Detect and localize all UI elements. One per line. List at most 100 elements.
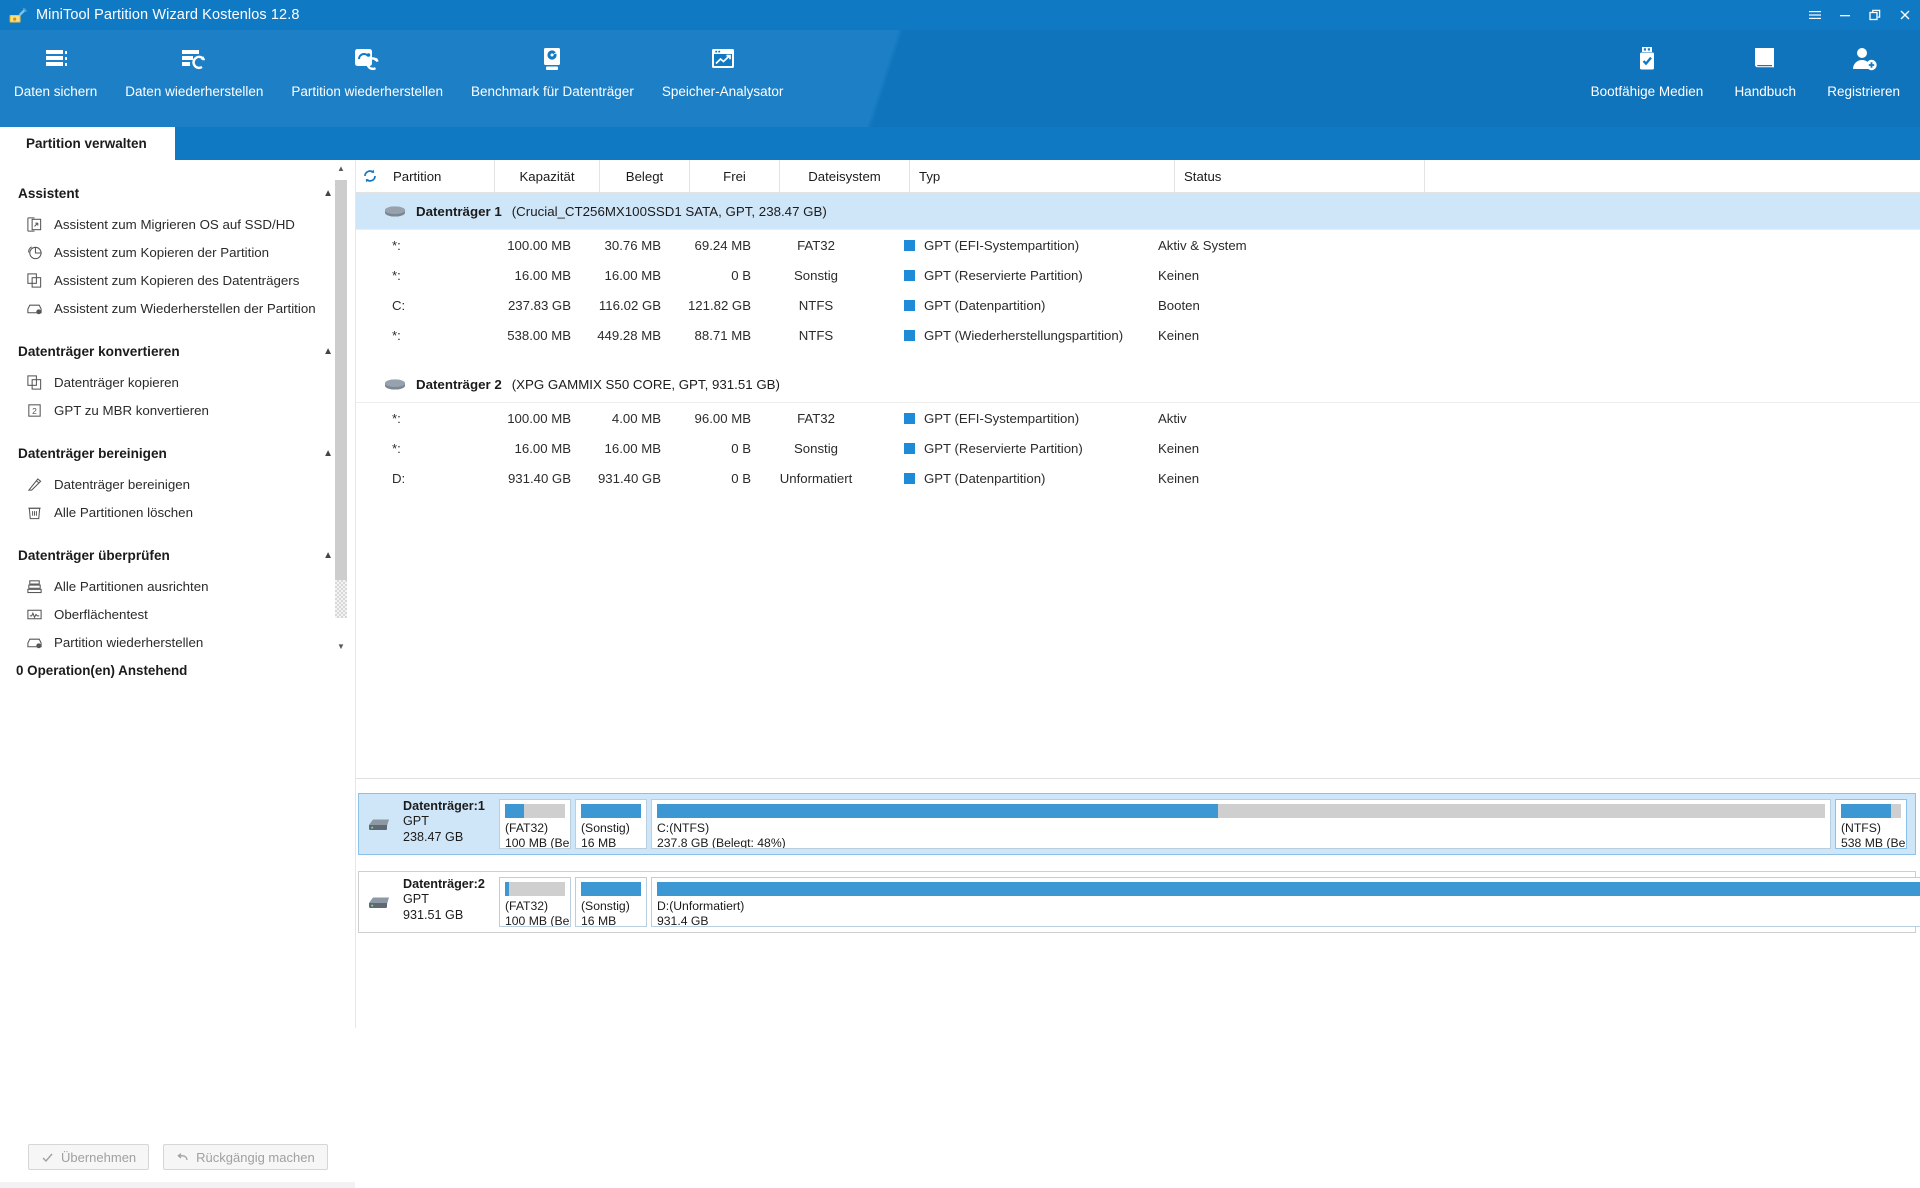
column-header-dateisystem[interactable]: Dateisystem: [779, 159, 909, 193]
cell-type: GPT (Reservierte Partition): [881, 441, 1146, 456]
sidebar-item-copy-partition[interactable]: Assistent zum Kopieren der Partition: [0, 238, 355, 266]
disk-detail: (Crucial_CT256MX100SSD1 SATA, GPT, 238.4…: [511, 203, 827, 219]
disk-map-partition[interactable]: C:(NTFS) 237.8 GB (Belegt: 48%): [651, 799, 1831, 849]
sidebar-group-bereinigen[interactable]: Datenträger bereinigen ▲: [0, 436, 355, 470]
toolbar-item-bootable-media[interactable]: Bootfähige Medien: [1577, 30, 1718, 99]
toolbar-item-restore-partition[interactable]: Partition wiederherstellen: [277, 30, 457, 99]
sidebar-item-wipe-disk[interactable]: Datenträger bereinigen: [0, 470, 355, 498]
minimize-button[interactable]: [1830, 0, 1860, 30]
toolbar-item-backup-data[interactable]: Daten sichern: [0, 30, 111, 99]
partition-size-label: 16 MB: [581, 836, 617, 849]
copy-partition-icon: [28, 245, 42, 259]
column-header-partition[interactable]: Partition: [393, 168, 442, 184]
cell-status: Keinen: [1158, 327, 1200, 343]
column-header-belegt[interactable]: Belegt: [599, 159, 689, 193]
type-color-swatch: [904, 239, 915, 251]
partition-size-label: 237.8 GB (Belegt: 48%): [657, 836, 786, 849]
cell-type: GPT (EFI-Systempartition): [881, 411, 1146, 426]
sidebar-group-konvertieren[interactable]: Datenträger konvertieren ▲: [0, 334, 355, 368]
scrollbar-thumb[interactable]: [335, 180, 347, 580]
refresh-button[interactable]: [356, 160, 384, 193]
sidebar-item-gpt-to-mbr[interactable]: 2 GPT zu MBR konvertieren: [0, 396, 355, 424]
manual-book-icon: [1755, 48, 1775, 68]
restore-button[interactable]: [1860, 0, 1890, 30]
toolbar-item-label: Daten wiederherstellen: [125, 84, 264, 99]
sidebar-item-delete-all-partitions[interactable]: Alle Partitionen löschen: [0, 498, 355, 526]
register-user-icon: [1852, 48, 1877, 71]
copy-disk-icon: [27, 272, 42, 288]
sidebar-item-copy-disk[interactable]: Assistent zum Kopieren des Datenträgers: [0, 266, 355, 294]
recover-partition-icon: [27, 304, 42, 314]
minimize-icon: [1840, 15, 1850, 17]
disk-map-row[interactable]: Datenträger:1 GPT 238.47 GB (FAT32) 100 …: [358, 793, 1916, 855]
disk-header-row[interactable]: Datenträger 2 (XPG GAMMIX S50 CORE, GPT,…: [356, 366, 1920, 403]
sidebar-item-align-partitions[interactable]: Alle Partitionen ausrichten: [0, 572, 355, 600]
disk-group-spacer: [356, 350, 1920, 366]
type-color-swatch: [904, 472, 915, 484]
sidebar-group-assistent[interactable]: Assistent ▲: [0, 176, 355, 210]
disk-header-row[interactable]: Datenträger 1 (Crucial_CT256MX100SSD1 SA…: [356, 193, 1920, 230]
disk-map-partition[interactable]: (Sonstig) 16 MB: [575, 799, 647, 849]
menu-hamburger-icon[interactable]: [1800, 0, 1830, 30]
partition-size-label: 100 MB (Bel: [505, 914, 571, 927]
disk-map-partition[interactable]: (FAT32) 100 MB (Bel: [499, 877, 571, 927]
toolbar-item-disk-benchmark[interactable]: Benchmark für Datenträger: [457, 30, 648, 99]
disk-map-partition[interactable]: (Sonstig) 16 MB: [575, 877, 647, 927]
chevron-up-icon: ▲: [323, 447, 333, 459]
disk-map-partition[interactable]: (FAT32) 100 MB (Bel: [499, 799, 571, 849]
toolbar-item-space-analyzer[interactable]: Speicher-Analysator: [648, 30, 798, 99]
sidebar-item-surface-test[interactable]: Oberflächentest: [0, 600, 355, 628]
table-row[interactable]: *: 16.00 MB 16.00 MB 0 B Sonstig GPT (Re…: [356, 260, 1920, 290]
app-logo-icon: [9, 7, 28, 23]
restore-icon: [1869, 9, 1881, 21]
cell-status: Aktiv: [1158, 410, 1187, 426]
tab-strip: Partition verwalten: [0, 127, 1920, 160]
cell-used: 4.00 MB: [611, 410, 661, 426]
table-row[interactable]: *: 100.00 MB 30.76 MB 69.24 MB FAT32 GPT…: [356, 230, 1920, 260]
partition-table-header: Partition Kapazität Belegt Frei Dateisys…: [356, 159, 1920, 193]
undo-button[interactable]: Rückgängig machen: [163, 1144, 328, 1170]
cell-status: Booten: [1158, 297, 1200, 313]
table-row[interactable]: *: 100.00 MB 4.00 MB 96.00 MB FAT32 GPT …: [356, 403, 1920, 433]
table-row[interactable]: *: 538.00 MB 449.28 MB 88.71 MB NTFS GPT…: [356, 320, 1920, 350]
close-icon: [1900, 10, 1910, 20]
cell-capacity: 538.00 MB: [507, 327, 571, 343]
table-row[interactable]: D: 931.40 GB 931.40 GB 0 B Unformatiert …: [356, 463, 1920, 493]
disk-map-partition[interactable]: (NTFS) 538 MB (Bel: [1835, 799, 1907, 849]
cell-filesystem: NTFS: [798, 297, 834, 313]
sidebar-item-label: Assistent zum Kopieren der Partition: [54, 244, 270, 260]
sidebar-group-ueberpruefen[interactable]: Datenträger überprüfen ▲: [0, 538, 355, 572]
sidebar-item-migrate-os[interactable]: Assistent zum Migrieren OS auf SSD/HD: [0, 210, 355, 238]
scroll-up-arrow-icon[interactable]: ▲: [337, 164, 345, 173]
sidebar-item-partition-recovery[interactable]: Partition wiederherstellen: [0, 628, 355, 655]
sidebar-item-copy-disk-2[interactable]: Datenträger kopieren: [0, 368, 355, 396]
sidebar-scrollbar[interactable]: ▲ ▼: [333, 160, 349, 655]
partition-fs-label: D:(Unformatiert): [657, 899, 745, 913]
cell-type-label: GPT (Reservierte Partition): [924, 267, 1083, 283]
cell-used: 931.40 GB: [597, 470, 661, 486]
column-header-status[interactable]: Status: [1174, 159, 1424, 193]
table-row[interactable]: C: 237.83 GB 116.02 GB 121.82 GB NTFS GP…: [356, 290, 1920, 320]
column-header-kapazitaet[interactable]: Kapazität: [494, 159, 599, 193]
disk-icon: [369, 897, 389, 908]
column-header-frei[interactable]: Frei: [689, 159, 779, 193]
chevron-up-icon: ▲: [323, 187, 333, 199]
toolbar-item-label: Handbuch: [1734, 84, 1796, 99]
column-header-typ[interactable]: Typ: [909, 159, 1174, 193]
sidebar-item-recover-partition[interactable]: Assistent zum Wiederherstellen der Parti…: [0, 294, 355, 322]
cell-partition: D:: [392, 470, 406, 486]
apply-button[interactable]: Übernehmen: [28, 1144, 150, 1170]
toolbar-item-manual[interactable]: Handbuch: [1717, 30, 1813, 99]
toolbar-item-restore-data[interactable]: Daten wiederherstellen: [111, 30, 277, 99]
sidebar-bottom-divider: [0, 1182, 355, 1188]
table-row[interactable]: *: 16.00 MB 16.00 MB 0 B Sonstig GPT (Re…: [356, 433, 1920, 463]
scroll-down-arrow-icon[interactable]: ▼: [337, 642, 345, 651]
close-button[interactable]: [1890, 0, 1920, 30]
disk-map-row[interactable]: Datenträger:2 GPT 931.51 GB (FAT32) 100 …: [358, 871, 1920, 933]
tab-partition-verwalten[interactable]: Partition verwalten: [0, 127, 175, 160]
surface-test-icon: [27, 609, 42, 619]
disk-map-header: Datenträger:1 GPT 238.47 GB: [359, 794, 495, 854]
disk-map-partition[interactable]: D:(Unformatiert) 931.4 GB: [651, 877, 1920, 927]
toolbar-item-register[interactable]: Registrieren: [1813, 30, 1914, 99]
undo-button-label: Rückgängig machen: [196, 1149, 315, 1165]
